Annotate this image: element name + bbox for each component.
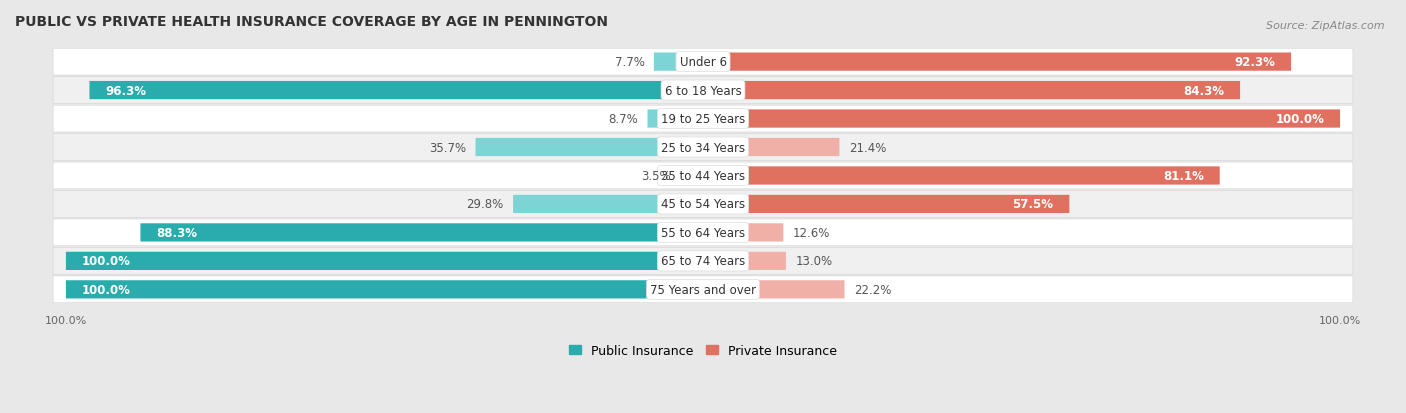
- Text: 22.2%: 22.2%: [853, 283, 891, 296]
- FancyBboxPatch shape: [513, 195, 703, 214]
- Text: 29.8%: 29.8%: [467, 198, 503, 211]
- Text: Source: ZipAtlas.com: Source: ZipAtlas.com: [1267, 21, 1385, 31]
- FancyBboxPatch shape: [53, 248, 1353, 275]
- FancyBboxPatch shape: [53, 219, 1353, 246]
- FancyBboxPatch shape: [703, 195, 1070, 214]
- Text: 25 to 34 Years: 25 to 34 Years: [661, 141, 745, 154]
- Text: 13.0%: 13.0%: [796, 255, 832, 268]
- Text: 12.6%: 12.6%: [793, 226, 830, 239]
- Text: Under 6: Under 6: [679, 56, 727, 69]
- FancyBboxPatch shape: [703, 53, 1291, 71]
- Text: 6 to 18 Years: 6 to 18 Years: [665, 84, 741, 97]
- FancyBboxPatch shape: [703, 280, 845, 299]
- FancyBboxPatch shape: [703, 252, 786, 271]
- Text: 84.3%: 84.3%: [1182, 84, 1225, 97]
- Text: 19 to 25 Years: 19 to 25 Years: [661, 113, 745, 126]
- FancyBboxPatch shape: [681, 167, 703, 185]
- Text: 35.7%: 35.7%: [429, 141, 465, 154]
- Text: 75 Years and over: 75 Years and over: [650, 283, 756, 296]
- FancyBboxPatch shape: [703, 167, 1219, 185]
- FancyBboxPatch shape: [53, 78, 1353, 104]
- Text: 7.7%: 7.7%: [614, 56, 644, 69]
- Text: 45 to 54 Years: 45 to 54 Years: [661, 198, 745, 211]
- Text: 100.0%: 100.0%: [82, 255, 131, 268]
- Text: 81.1%: 81.1%: [1163, 170, 1204, 183]
- FancyBboxPatch shape: [53, 163, 1353, 190]
- Legend: Public Insurance, Private Insurance: Public Insurance, Private Insurance: [564, 339, 842, 362]
- FancyBboxPatch shape: [53, 134, 1353, 161]
- Text: 100.0%: 100.0%: [82, 283, 131, 296]
- FancyBboxPatch shape: [703, 110, 1340, 128]
- FancyBboxPatch shape: [53, 276, 1353, 303]
- Text: 8.7%: 8.7%: [609, 113, 638, 126]
- Text: 35 to 44 Years: 35 to 44 Years: [661, 170, 745, 183]
- Text: 92.3%: 92.3%: [1234, 56, 1275, 69]
- FancyBboxPatch shape: [703, 82, 1240, 100]
- Text: 96.3%: 96.3%: [105, 84, 146, 97]
- Text: 21.4%: 21.4%: [849, 141, 886, 154]
- FancyBboxPatch shape: [53, 49, 1353, 76]
- FancyBboxPatch shape: [66, 252, 703, 271]
- FancyBboxPatch shape: [141, 224, 703, 242]
- Text: PUBLIC VS PRIVATE HEALTH INSURANCE COVERAGE BY AGE IN PENNINGTON: PUBLIC VS PRIVATE HEALTH INSURANCE COVER…: [15, 15, 607, 29]
- Text: 57.5%: 57.5%: [1012, 198, 1053, 211]
- Text: 3.5%: 3.5%: [641, 170, 671, 183]
- FancyBboxPatch shape: [90, 82, 703, 100]
- FancyBboxPatch shape: [654, 53, 703, 71]
- Text: 100.0%: 100.0%: [1275, 113, 1324, 126]
- FancyBboxPatch shape: [66, 280, 703, 299]
- FancyBboxPatch shape: [53, 106, 1353, 133]
- FancyBboxPatch shape: [703, 138, 839, 157]
- FancyBboxPatch shape: [648, 110, 703, 128]
- FancyBboxPatch shape: [475, 138, 703, 157]
- FancyBboxPatch shape: [53, 191, 1353, 218]
- Text: 55 to 64 Years: 55 to 64 Years: [661, 226, 745, 239]
- FancyBboxPatch shape: [703, 224, 783, 242]
- Text: 65 to 74 Years: 65 to 74 Years: [661, 255, 745, 268]
- Text: 88.3%: 88.3%: [156, 226, 197, 239]
